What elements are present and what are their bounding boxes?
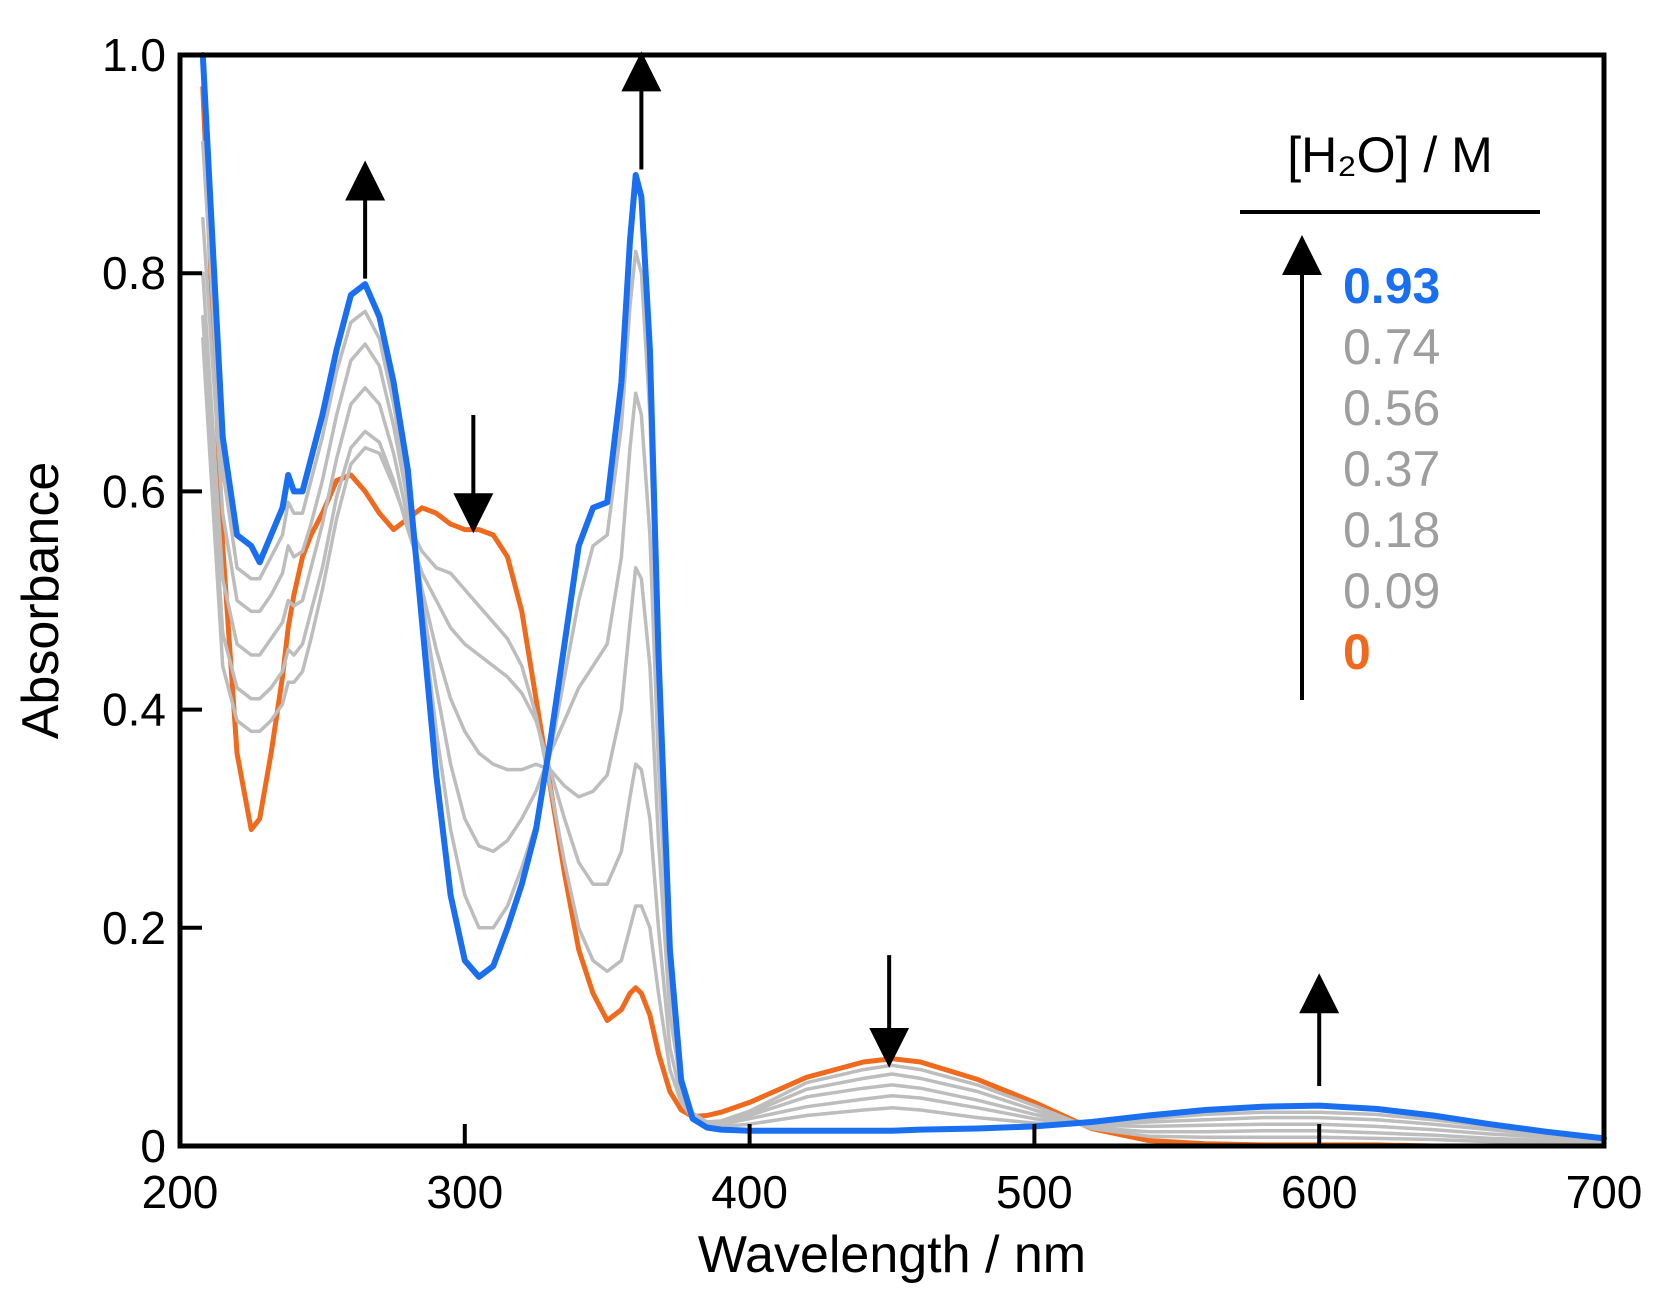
y-tick-label-0-8: 0.8 <box>102 247 166 299</box>
y-tick-label-0-6: 0.6 <box>102 465 166 517</box>
legend-entry-0: 0 <box>1343 624 1371 680</box>
axis-layer: 200 300 400 500 600 700 0 0.2 0.4 0.6 0.8 1.0 <box>102 29 1642 1218</box>
legend-entry-0-09: 0.09 <box>1343 563 1440 619</box>
series-line-0 <box>200 85 1607 1149</box>
x-tick-label-700: 700 <box>1566 1166 1643 1218</box>
x-tick-label-600: 600 <box>1281 1166 1358 1218</box>
legend: [H₂O] / M 0.930.740.560.370.180.090 <box>1240 127 1540 700</box>
series-line-0-93 <box>199 52 1607 1142</box>
x-axis-title: Wavelength / nm <box>698 1226 1086 1284</box>
x-tick-label-300: 300 <box>426 1166 503 1218</box>
legend-entry-0-37: 0.37 <box>1343 441 1440 497</box>
legend-entry-0-93: 0.93 <box>1343 258 1440 314</box>
legend-title: [H₂O] / M <box>1287 127 1493 183</box>
y-tick-label-1: 1.0 <box>102 29 166 81</box>
legend-entry-0-18: 0.18 <box>1343 502 1440 558</box>
legend-entries: 0.930.740.560.370.180.090 <box>1343 258 1440 680</box>
series-line-0-09 <box>201 336 1606 1146</box>
x-tick-label-200: 200 <box>142 1166 219 1218</box>
series-line-0-56 <box>201 216 1606 1142</box>
x-tick-label-400: 400 <box>711 1166 788 1218</box>
legend-entry-0-56: 0.56 <box>1343 380 1440 436</box>
annotation-layer <box>345 51 1340 1086</box>
y-tick-label-0: 0 <box>140 1120 166 1172</box>
y-tick-label-0-4: 0.4 <box>102 684 166 736</box>
plot-frame <box>177 52 1607 1149</box>
legend-entry-0-74: 0.74 <box>1343 319 1440 375</box>
x-tick-label-500: 500 <box>996 1166 1073 1218</box>
y-tick-label-0-2: 0.2 <box>102 902 166 954</box>
series-layer <box>199 52 1607 1149</box>
y-axis-title: Absorbance <box>12 462 70 740</box>
series-line-0-18 <box>201 315 1606 1144</box>
series-line-0-37 <box>201 271 1606 1143</box>
